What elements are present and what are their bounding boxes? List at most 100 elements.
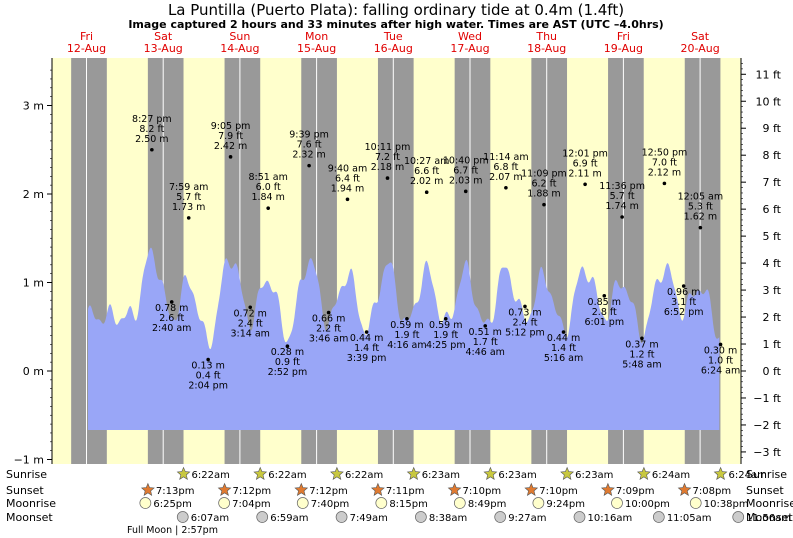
tide-point-label: 11:36 pm — [599, 181, 645, 192]
day-weekday-label: Tue — [383, 30, 403, 43]
y-right-tick-label: 2 ft — [763, 311, 782, 324]
tide-point-label: 1.74 m — [605, 201, 638, 212]
y-left-tick-label: 2 m — [23, 188, 44, 201]
tide-point-label: 1.4 ft — [354, 343, 379, 354]
day-date-label: 16-Aug — [374, 42, 413, 55]
tide-point-label: 0.73 m — [508, 307, 541, 318]
tide-point-label: 0.85 m — [588, 297, 621, 308]
day-date-label: 12-Aug — [67, 42, 106, 55]
tide-point-label: 7.6 ft — [297, 140, 322, 151]
tide-point — [698, 225, 703, 230]
tide-point-label: 0.30 m — [704, 345, 737, 356]
tide-point-label: 4:16 am — [387, 340, 426, 351]
moonset-time: 11:56am — [746, 513, 791, 524]
y-left-tick-label: 1 m — [23, 277, 44, 290]
tide-point-label: 12:05 am — [678, 192, 723, 203]
tide-point-label: 1.88 m — [527, 189, 560, 200]
day-date-label: 13-Aug — [144, 42, 183, 55]
tide-point-label: 2.03 m — [449, 175, 482, 186]
y-right-tick-label: 0 ft — [763, 365, 782, 378]
sun-icon — [560, 466, 575, 480]
sunrise-time: 6:23am — [498, 470, 536, 481]
y-right-tick-label: 1 ft — [763, 338, 782, 351]
sunset-time: 7:12pm — [309, 486, 348, 497]
sunset-time: 7:11pm — [386, 486, 425, 497]
moonset-time: 8:38am — [429, 513, 467, 524]
moon-icon — [453, 497, 466, 509]
tide-point-label: 8:27 pm — [132, 114, 172, 125]
sun-icon — [140, 482, 155, 496]
tide-point-label: 5:16 am — [544, 353, 583, 364]
tide-point — [364, 330, 369, 334]
sunset-time: 7:10pm — [539, 486, 578, 497]
tide-point-label: 1.9 ft — [433, 330, 458, 341]
sunrise-row-label-right: Sunrise — [746, 468, 787, 481]
tide-point-label: 3:14 am — [231, 328, 270, 339]
tide-point-label: 11:09 pm — [521, 169, 567, 180]
tide-point-label: 0.78 m — [155, 303, 188, 314]
tide-point — [443, 316, 448, 321]
moon-icon — [732, 511, 745, 523]
sunrise-time: 6:24am — [729, 470, 767, 481]
sun-icon — [447, 482, 462, 496]
day-weekday-label: Wed — [458, 30, 482, 43]
chart-title: La Puntilla (Puerto Plata): falling ordi… — [168, 1, 624, 19]
chart-subtitle: Image captured 2 hours and 33 minutes af… — [128, 18, 663, 31]
moon-icon — [532, 497, 545, 509]
tide-point-label: 3.1 ft — [671, 297, 696, 308]
tide-point-label: 4:46 am — [466, 347, 505, 358]
moon-icon — [375, 497, 388, 509]
tide-point-label: 11:14 am — [483, 152, 528, 163]
tide-point-label: 1.94 m — [331, 183, 364, 194]
tide-point-label: 1.2 ft — [629, 349, 654, 360]
y-right-tick-label: 3 ft — [763, 284, 782, 297]
tide-point-label: 1.84 m — [251, 192, 284, 203]
sun-icon — [294, 482, 309, 496]
tide-area — [88, 247, 720, 430]
day-weekday-label: Sat — [691, 30, 710, 43]
sun-icon — [217, 482, 232, 496]
sunset-time: 7:09pm — [616, 486, 655, 497]
tide-point-label: 0.44 m — [547, 333, 580, 344]
moon-icon — [573, 511, 586, 523]
sun-icon — [524, 482, 539, 496]
tide-point-label: 5.7 ft — [176, 192, 201, 203]
moonset-row-label-left: Moonset — [6, 511, 53, 524]
tide-point-label: 0.4 ft — [196, 370, 221, 381]
tide-point-label: 6.8 ft — [493, 162, 518, 173]
tide-point-label: 0.13 m — [191, 360, 224, 371]
sunrise-time: 6:22am — [192, 470, 230, 481]
tide-point — [206, 357, 210, 362]
tide-point-label: 0.51 m — [469, 327, 502, 338]
tide-point — [640, 336, 644, 341]
tide-point-label: 2.07 m — [489, 172, 522, 183]
moon-icon — [139, 497, 152, 509]
y-right-tick-label: −2 ft — [753, 419, 781, 432]
day-date-label: 15-Aug — [297, 42, 336, 55]
sun-icon — [713, 466, 728, 480]
y-right-tick-label: 9 ft — [763, 122, 782, 135]
sunrise-time: 6:23am — [422, 470, 460, 481]
tide-point-label: 10:27 am — [404, 156, 449, 167]
daylight-band — [720, 58, 741, 464]
tide-point — [228, 155, 233, 159]
tide-point-label: 7.9 ft — [218, 131, 243, 142]
tide-point-label: 2.8 ft — [592, 307, 617, 318]
moonset-time: 9:27am — [508, 513, 546, 524]
tide-point — [542, 202, 546, 207]
sun-icon — [253, 466, 268, 480]
tide-point — [620, 215, 624, 219]
day-date-label: 19-Aug — [604, 42, 643, 55]
y-left-tick-label: −1 m — [14, 454, 44, 467]
tide-point-label: 1.7 ft — [473, 337, 498, 348]
tide-point — [424, 190, 429, 195]
day-date-label: 18-Aug — [527, 42, 566, 55]
tide-point-label: 3:39 pm — [347, 353, 387, 364]
tide-point-label: 1.0 ft — [708, 355, 733, 366]
moon-icon — [296, 497, 309, 509]
sunrise-time: 6:23am — [575, 470, 613, 481]
day-weekday-label: Fri — [617, 30, 630, 43]
sun-icon — [370, 482, 385, 496]
tide-point-label: 1.73 m — [172, 202, 205, 213]
